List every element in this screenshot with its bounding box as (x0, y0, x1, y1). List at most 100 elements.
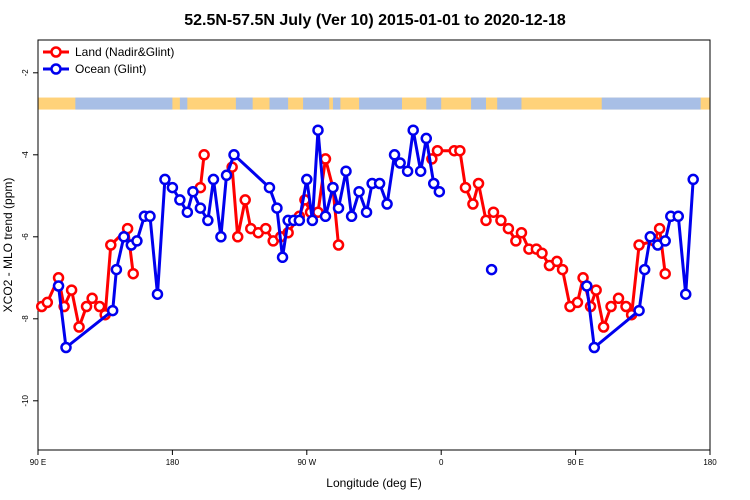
ocean-point (215, 231, 227, 243)
land-point (93, 300, 106, 313)
land-point (487, 206, 500, 218)
ocean-point (228, 149, 240, 161)
land-point (659, 267, 671, 280)
ocean-point (485, 263, 498, 276)
ocean-point (166, 181, 179, 194)
ocean-point (679, 288, 692, 300)
strip-ocean-band (601, 97, 701, 110)
land-point (551, 255, 563, 268)
ocean-point (659, 235, 671, 247)
ocean-point (633, 304, 645, 317)
strip-ocean-band (359, 97, 402, 110)
land-point (480, 214, 492, 227)
ocean-point (360, 206, 373, 218)
ocean-point (159, 173, 171, 186)
y-tick-label: -4 (21, 151, 30, 159)
land-point (319, 153, 332, 165)
land-point (472, 177, 485, 190)
ocean-point (381, 198, 393, 210)
chart-title: 52.5N-57.5N July (Ver 10) 2015-01-01 to … (184, 12, 566, 29)
strip-ocean-band (471, 97, 486, 110)
land-point (571, 296, 584, 309)
strip-ocean-band (179, 97, 188, 110)
land-point (620, 300, 632, 313)
ocean-point (194, 202, 207, 214)
ocean-point (263, 181, 276, 194)
ocean-point (394, 157, 406, 169)
ocean-point (187, 185, 199, 198)
ocean-point (644, 231, 657, 243)
land-point (633, 239, 645, 251)
plot-frame (37, 39, 711, 451)
ocean-point (207, 173, 220, 186)
ocean-point (638, 263, 651, 276)
land-point (259, 222, 272, 235)
land-point (556, 263, 569, 276)
land-point (536, 247, 548, 259)
land-point (332, 239, 345, 251)
strip-ocean-band (332, 97, 341, 110)
ocean-point (106, 304, 119, 317)
land-point (495, 214, 507, 227)
ocean-point (401, 165, 414, 177)
ocean-point (353, 185, 365, 198)
ocean-point (327, 181, 339, 194)
land-point (231, 231, 244, 243)
x-tick-label: 0 (439, 458, 444, 467)
x-tick-label: 90 W (297, 458, 316, 467)
ocean-point (271, 202, 283, 214)
land-point (454, 144, 466, 157)
land-point (467, 198, 479, 210)
land-point (653, 222, 666, 235)
land-point (127, 267, 139, 280)
ocean-point (306, 214, 319, 227)
land-point (239, 194, 251, 206)
x-tick-label: 90 E (567, 458, 583, 467)
ocean-point (332, 202, 345, 214)
land-point (515, 226, 528, 239)
legend: Land (Nadir&Glint) Ocean (Glint) (43, 45, 174, 76)
y-tick-label: -6 (21, 233, 30, 241)
y-tick-label: -8 (21, 315, 30, 323)
ocean-point (276, 251, 289, 264)
legend-ocean-label: Ocean (Glint) (75, 62, 146, 76)
ocean-point (588, 341, 601, 354)
y-tick-label: -10 (21, 394, 30, 406)
x-tick-label: 180 (166, 458, 180, 467)
land-ocean-strip (38, 97, 710, 110)
ocean-point (420, 132, 433, 145)
series-land (35, 144, 671, 333)
ocean-point (672, 210, 685, 223)
ocean-point (151, 288, 164, 300)
land-point (73, 321, 85, 333)
land-point (590, 284, 602, 296)
ocean-point (118, 231, 130, 243)
ocean-point (181, 206, 194, 218)
legend-ocean-marker (50, 63, 62, 75)
legend-land-label: Land (Nadir&Glint) (75, 45, 174, 59)
ocean-point (388, 149, 401, 161)
ocean-point (301, 173, 313, 186)
x-axis: 90 E 180 90 W 0 90 E 180 (30, 450, 717, 467)
ocean-point (433, 185, 446, 198)
ocean-line (57, 128, 695, 349)
land-point (510, 235, 522, 247)
ocean-point (220, 169, 233, 182)
ocean-point (414, 165, 427, 177)
x-axis-label: Longitude (deg E) (326, 476, 421, 490)
ocean-point (687, 173, 699, 186)
ocean-point (110, 263, 123, 276)
y-axis-label: XCO2 - MLO trend (ppm) (1, 178, 15, 313)
ocean-point (407, 124, 419, 136)
ocean-point (202, 214, 214, 227)
ocean-point (174, 194, 186, 206)
ocean-point (340, 165, 352, 177)
strip-ocean-band (269, 97, 289, 110)
land-point (65, 284, 78, 296)
land-point (431, 144, 444, 157)
ocean-point (52, 280, 65, 292)
ocean-point (60, 341, 72, 354)
ocean-point (312, 124, 324, 136)
land-point (459, 181, 472, 194)
